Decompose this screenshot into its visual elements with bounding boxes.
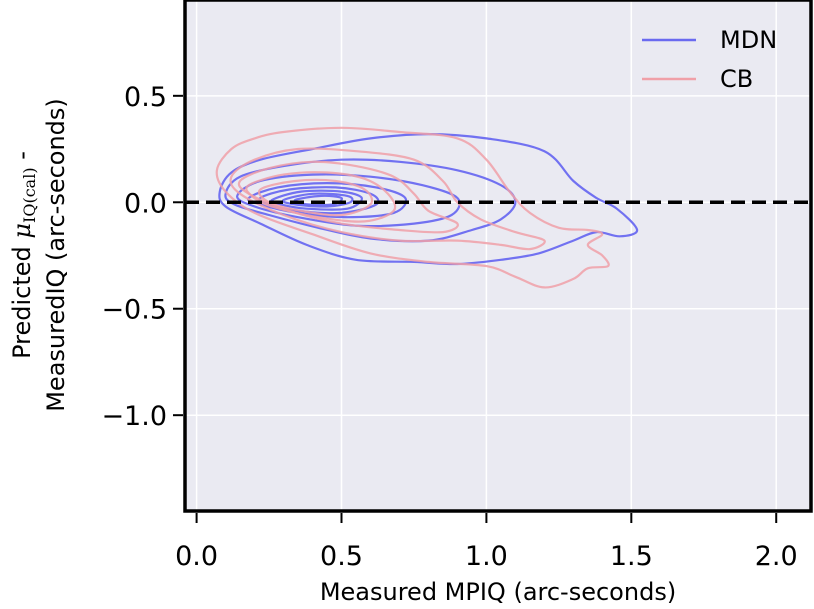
legend: MDN CB [642,26,777,93]
plot-background [185,0,811,511]
y-axis-label-subscript: IQ(cal) [20,167,39,223]
y-axis-label-mu: μ [8,223,36,239]
x-tick-label-2: 1.0 [465,541,508,572]
y-axis-label: Predicted μIQ(cal) - [8,151,39,359]
contour-mdn-0 [218,132,639,266]
y-axis-label-line2: MeasuredIQ (arc-seconds) [42,98,70,412]
y-tick-label-3: −1.0 [101,401,167,432]
y-tick-label-2: −0.5 [101,295,167,326]
y-tick-label-0: 0.5 [124,82,167,113]
y-ticks: 0.5 0.0 −0.5 −1.0 [101,82,183,432]
contour-cb-4 [257,178,374,217]
x-ticks: 0.0 0.5 1.0 1.5 2.0 [175,513,798,572]
y-axis-label-line1: Predicted μIQ(cal) - [8,151,39,359]
x-axis-label: Measured MPIQ (arc-seconds) [320,578,676,606]
legend-cb-label: CB [720,65,753,93]
y-axis-label-suffix: - [8,151,36,167]
plot-clip-group [215,126,639,289]
y-axis-label-prefix: Predicted [8,239,36,359]
contour-cb-0 [215,126,610,289]
x-tick-label-4: 2.0 [755,541,798,572]
x-tick-label-1: 0.5 [320,541,363,572]
x-tick-label-0: 0.0 [175,541,218,572]
plot-frame [183,0,813,513]
contour-cb-1 [229,147,546,251]
contour-mdn-2 [236,173,461,228]
y-tick-label-1: 0.0 [124,188,167,219]
series-cb-contours [215,126,610,289]
contour-cb-3 [245,171,397,223]
legend-mdn-label: MDN [720,26,777,54]
x-tick-label-3: 1.5 [610,541,653,572]
y-axis-label-2: MeasuredIQ (arc-seconds) [42,98,70,412]
contour-mdn-6 [281,192,354,208]
grid-lines [185,0,811,511]
